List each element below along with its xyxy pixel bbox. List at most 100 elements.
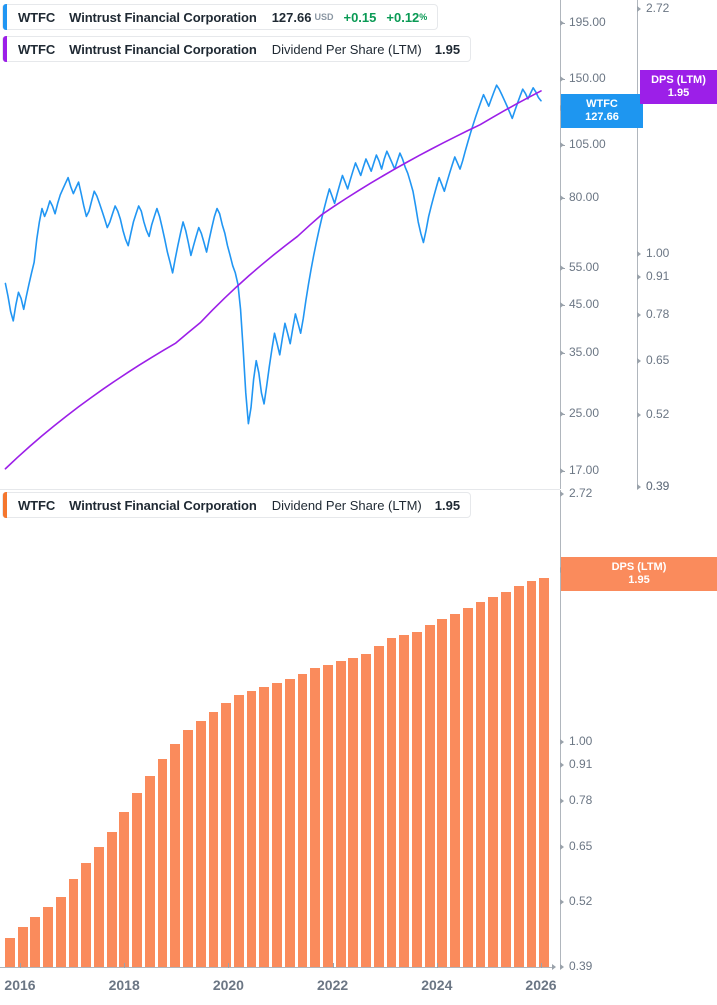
x-axis-label[interactable]: 2018 [108,977,140,993]
dps-bar[interactable] [526,581,537,968]
legend-metric-dps-top: Dividend Per Share (LTM) [271,41,422,57]
dps-bar[interactable] [259,687,270,968]
price-scale-label[interactable]: 80.00 [569,190,600,204]
dps-bar[interactable] [437,619,448,968]
dps-bar[interactable] [233,695,244,968]
legend-color-swatch-dps-top [3,36,7,62]
x-axis-label[interactable]: 2022 [317,977,349,993]
dps-scale-label[interactable]: 1.00 [646,246,670,260]
price-scale-label[interactable]: 35.00 [569,345,600,359]
dps-bar[interactable] [5,937,15,968]
dps-bar[interactable] [424,625,435,968]
dps-scale-label[interactable]: 0.91 [646,269,670,283]
dps-bar[interactable] [68,879,79,968]
dps-bar[interactable] [30,916,41,968]
legend-last-price: 127.66 [271,9,312,25]
x-axis-label[interactable]: 2016 [4,977,36,993]
dps-bar[interactable] [132,793,142,968]
bars-scale-label[interactable]: 0.65 [569,839,593,853]
dps-bar[interactable] [43,906,53,968]
dps-scale-label[interactable]: 2.72 [646,1,670,15]
dps-bar[interactable] [488,596,499,968]
dps-bar[interactable] [284,679,295,968]
price-chart-plot-area[interactable] [0,0,556,489]
x-axis-label[interactable]: 2020 [212,977,244,993]
dps-bar[interactable] [144,775,155,968]
price-scale-tick-arrow-icon [560,20,564,26]
bars-scale-top-label[interactable]: 2.72 [569,486,593,500]
x-axis-tick [541,963,542,968]
dps-scale-label[interactable]: 0.78 [646,307,670,321]
bars-scale-label[interactable]: 0.39 [569,959,593,973]
dps-bar[interactable] [170,744,181,968]
dps-bar[interactable] [272,683,282,968]
dps-scale-tick-arrow-icon [637,358,641,364]
legend-dps-series-top[interactable]: WTFC Wintrust Financial Corporation Divi… [2,36,472,62]
dps-bar[interactable] [450,613,460,968]
dps-bar[interactable] [106,832,117,968]
dps-bar[interactable] [208,711,219,968]
x-axis-tick [436,963,438,968]
dps-scale-label[interactable]: 0.39 [646,479,670,493]
dps-bar[interactable] [399,634,410,968]
dps-bar[interactable] [386,637,397,968]
price-scale-label[interactable]: 55.00 [569,260,600,274]
price-value-badge[interactable]: WTFC 127.66 [561,94,643,128]
legend-dps-series-bottom[interactable]: WTFC Wintrust Financial Corporation Divi… [2,492,472,518]
legend-metric-dps-bottom: Dividend Per Share (LTM) [271,497,422,513]
price-scale-label[interactable]: 105.00 [569,137,606,151]
dps-scale-tick-arrow-icon [637,274,641,280]
price-scale-label[interactable]: 195.00 [569,15,606,29]
dps-bar[interactable] [119,812,130,968]
dps-bar-chart-plot-area[interactable] [0,490,556,968]
x-axis-tick [228,963,230,968]
dps-bar[interactable] [348,657,359,968]
dps-bar[interactable] [297,673,308,968]
dps-bar[interactable] [462,607,473,968]
dps-bar[interactable] [501,591,511,968]
dps-value-badge-bottom[interactable]: DPS (LTM) 1.95 [561,557,717,591]
dps-bar[interactable] [157,759,168,968]
dps-bar[interactable] [94,847,104,968]
legend-price-series[interactable]: WTFC Wintrust Financial Corporation 127.… [2,4,439,30]
dps-value-badge-top[interactable]: DPS (LTM) 1.95 [640,70,717,104]
x-axis-tick [20,963,21,968]
dps-bar[interactable] [475,602,486,968]
dps-bar[interactable] [373,645,384,968]
dps-bar[interactable] [183,729,193,968]
x-axis-label[interactable]: 2026 [525,977,557,993]
dps-bar[interactable] [81,862,92,968]
price-scale-label[interactable]: 150.00 [569,71,606,85]
dps-bar[interactable] [323,664,333,968]
price-scale-label[interactable]: 17.00 [569,463,600,477]
dps-bar[interactable] [412,631,422,968]
bars-scale-tick-arrow-icon [560,739,564,745]
dps-bar[interactable] [310,668,321,968]
price-scale-label[interactable]: 25.00 [569,406,600,420]
bars-scale-label[interactable]: 0.91 [569,757,593,771]
dps-bar[interactable] [55,897,66,968]
bars-scale-label[interactable]: 0.52 [569,894,593,908]
legend-currency: USD [314,12,334,22]
dps-bar[interactable] [221,703,232,968]
dps-bar[interactable] [335,661,346,968]
dps-bar[interactable] [513,586,524,968]
dps-scale-bottom-label[interactable]: 0.39 [646,479,670,493]
x-axis-label[interactable]: 2024 [421,977,453,993]
bars-scale-label[interactable]: 1.00 [569,734,593,748]
dps-bar[interactable] [17,927,28,968]
dps-bar[interactable] [195,720,206,968]
dps-bar[interactable] [246,691,257,968]
dps-bar[interactable] [539,577,550,968]
legend-company-price: Wintrust Financial Corporation [69,9,257,25]
dps-scale-label[interactable]: 0.65 [646,353,670,367]
price-scale-tick-arrow-icon [560,350,564,356]
dps-bar[interactable] [361,654,371,968]
bars-scale-label[interactable]: 0.78 [569,793,593,807]
price-scale-label[interactable]: 45.00 [569,297,600,311]
pane-divider [0,489,560,490]
bars-scale-tick-arrow-icon [560,762,564,768]
dps-line-series [4,90,542,470]
dps-scale-label[interactable]: 0.52 [646,407,670,421]
